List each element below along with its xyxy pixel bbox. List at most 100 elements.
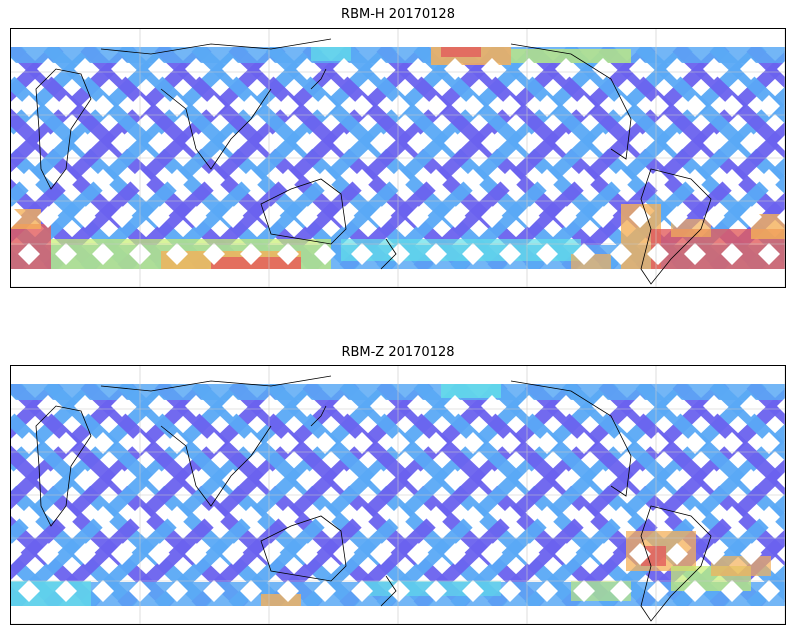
swath-gap (610, 432, 632, 454)
swath-gap (111, 132, 133, 154)
swath-gap (148, 58, 170, 80)
swath-gap (203, 243, 225, 265)
swath-gap (518, 543, 540, 565)
swath-gap (148, 395, 170, 417)
swath-gap (314, 169, 336, 191)
map-frame (10, 365, 786, 625)
swath-gap (11, 469, 22, 491)
swath-gap (277, 243, 299, 265)
swath-gap (703, 469, 725, 491)
swath-gap (18, 243, 40, 265)
swath-gap (573, 243, 595, 265)
swath-gap (462, 432, 484, 454)
swath-gap (351, 95, 373, 117)
swath-gap (370, 58, 392, 80)
swath-gap (555, 395, 577, 417)
swath-gap (610, 506, 632, 528)
swath-gap (55, 432, 77, 454)
swath-gap (684, 432, 706, 454)
swath-gap (684, 169, 706, 191)
swath-gap (573, 169, 595, 191)
swath-gap (758, 169, 780, 191)
swath-gap (610, 95, 632, 117)
swath-gap (758, 243, 780, 265)
swath-gap (592, 58, 614, 80)
coastline (510, 43, 632, 160)
swath-band-north (11, 47, 785, 63)
swath-gap (74, 469, 96, 491)
swath-gap (333, 395, 355, 417)
swath-gap (444, 543, 466, 565)
swath-gap (18, 169, 40, 191)
swath-gap (55, 580, 77, 602)
swath-gap (37, 58, 59, 80)
swath-gap (55, 243, 77, 265)
swath-gap (277, 506, 299, 528)
swath-gap (481, 58, 503, 80)
swath-gap (203, 580, 225, 602)
swath-gap (462, 506, 484, 528)
swath-gap (536, 169, 558, 191)
swath-gap (481, 469, 503, 491)
swath-gap (111, 58, 133, 80)
swath-gap (166, 243, 188, 265)
swath-gap (351, 580, 373, 602)
swath-gap (259, 469, 281, 491)
swath-gap (259, 132, 281, 154)
swath-gap (37, 132, 59, 154)
swath-gap (185, 469, 207, 491)
swath-gaps (11, 395, 785, 602)
swath-gap (296, 58, 318, 80)
swath-gap (333, 132, 355, 154)
swath-gap (592, 395, 614, 417)
swath-gap (703, 206, 725, 228)
swath-gap (425, 432, 447, 454)
swath-band-north (11, 384, 785, 400)
swath-gap (555, 543, 577, 565)
swath-gap (703, 395, 725, 417)
swath-gap (777, 546, 785, 562)
swath-gap (721, 580, 743, 602)
swath-gap (74, 395, 96, 417)
swath-gap (740, 543, 762, 565)
swath-gap (333, 58, 355, 80)
swath-gap (592, 132, 614, 154)
swath-gap (758, 506, 780, 528)
swath-gap (518, 206, 540, 228)
value-patch (441, 47, 481, 57)
swath-gap (74, 132, 96, 154)
no-data-south (11, 269, 785, 287)
map-frame (10, 28, 786, 288)
swath-gap (296, 469, 318, 491)
swath-gap (370, 469, 392, 491)
value-patch (441, 384, 501, 398)
swath-gap (240, 243, 262, 265)
swath-gap (240, 580, 262, 602)
swath-gap (740, 132, 762, 154)
swath-gap (277, 432, 299, 454)
swath-gap (536, 432, 558, 454)
swath-gap (758, 95, 780, 117)
swath-gap (573, 432, 595, 454)
swath-gap (740, 395, 762, 417)
swath-gap (277, 580, 299, 602)
swath-gap (536, 243, 558, 265)
swath-gap (555, 58, 577, 80)
swath-gap (111, 206, 133, 228)
swath-gap (777, 61, 785, 77)
swath-gap (203, 432, 225, 454)
swath-gap (555, 469, 577, 491)
swath-gap (555, 132, 577, 154)
swath-gap (444, 206, 466, 228)
swath-gap (666, 469, 688, 491)
swath-gap (11, 132, 22, 154)
coastline (310, 68, 327, 90)
swath-gap (37, 395, 59, 417)
swath-gap (740, 206, 762, 228)
swath-gap (259, 543, 281, 565)
swath-gap (518, 58, 540, 80)
swath-gap (222, 58, 244, 80)
swath-gap (629, 395, 651, 417)
swath-gap (166, 432, 188, 454)
swath-gap (610, 580, 632, 602)
